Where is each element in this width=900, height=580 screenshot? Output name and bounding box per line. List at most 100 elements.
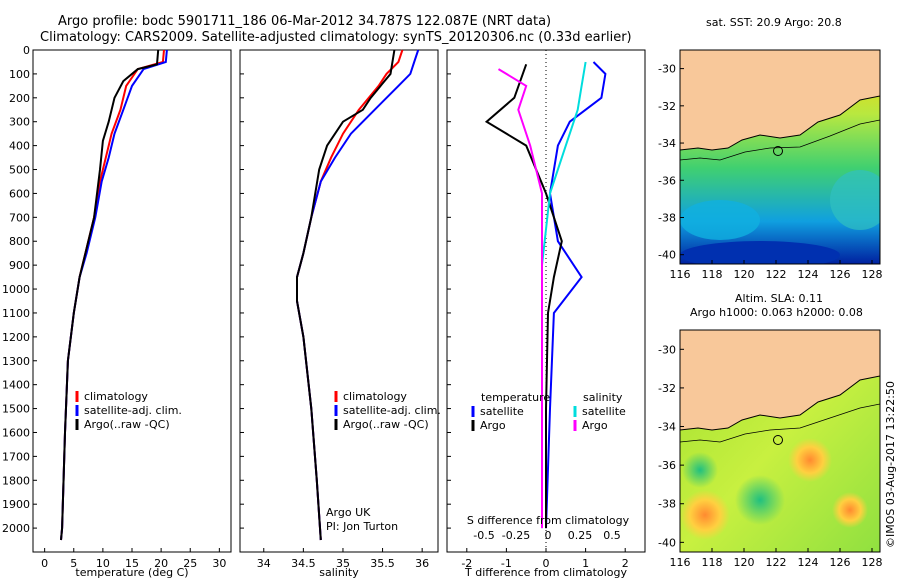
map-y-tick-label: -36 — [658, 459, 676, 472]
y-tick-label: 400 — [9, 140, 30, 153]
coastline — [680, 95, 880, 151]
land-mass — [680, 330, 880, 430]
sst-cold-region — [680, 241, 840, 264]
y-tick-label: 2000 — [2, 522, 30, 535]
map-x-tick-label: 120 — [734, 268, 755, 281]
y-tick-label: 800 — [9, 235, 30, 248]
plot-frame — [239, 49, 439, 553]
series-line — [296, 49, 404, 541]
y-tick-label: 1000 — [2, 283, 30, 296]
sst-mid-region — [830, 170, 880, 230]
x-tick-label: 0 — [41, 557, 48, 570]
map-x-tick-label: 120 — [734, 556, 755, 569]
legend-label: satellite — [480, 405, 524, 418]
x-tick-label: 0 — [543, 557, 550, 570]
top-tick-label: 0.25 — [568, 529, 593, 542]
sla-warm-region — [832, 492, 868, 528]
y-tick-label: 500 — [9, 164, 30, 177]
x-tick-label: 15 — [125, 557, 139, 570]
x-tick-label: 30 — [212, 557, 226, 570]
legend-label: satellite — [582, 405, 626, 418]
map-y-tick-label: -34 — [658, 421, 676, 434]
pi-annotation: PI: Jon Turton — [326, 520, 398, 533]
sla-map-title-line1: Altim. SLA: 0.11 — [735, 292, 824, 305]
legend-label: satellite-adj. clim. — [343, 404, 441, 417]
legend-title: salinity — [583, 391, 623, 404]
y-tick-label: 1500 — [2, 403, 30, 416]
map-x-tick-label: 122 — [766, 268, 787, 281]
legend-label: Argo — [480, 419, 506, 432]
chart-title-line2: Climatology: CARS2009. Satellite-adjuste… — [40, 30, 632, 45]
x-tick-label: 2 — [622, 557, 629, 570]
top-tick-label: -0.25 — [502, 529, 530, 542]
argo-location-marker — [773, 435, 783, 445]
x-tick-label: 25 — [183, 557, 197, 570]
legend-label: climatology — [343, 390, 407, 403]
map-x-tick-label: 128 — [862, 268, 883, 281]
map-x-tick-label: 118 — [702, 556, 723, 569]
legend-title: temperature — [481, 391, 550, 404]
x-tick-label: 34.5 — [291, 557, 316, 570]
map-y-tick-label: -32 — [658, 382, 676, 395]
y-tick-label: 1400 — [2, 379, 30, 392]
map-y-tick-label: -40 — [658, 536, 676, 549]
map-x-tick-label: 126 — [830, 268, 851, 281]
map-y-tick-label: -32 — [658, 100, 676, 113]
top-axis-label: S difference from climatology — [467, 514, 630, 527]
map-axes: 116 118 120 122 124 126 128 -30 -32 -34 -36 -38 -40 1… — [658, 63, 882, 569]
y-tick-label: 0 — [23, 44, 30, 57]
legend-label: climatology — [84, 390, 148, 403]
y-tick-label: 300 — [9, 116, 30, 129]
x-tick-label: 1 — [582, 557, 589, 570]
map-y-tick-label: -38 — [658, 498, 676, 511]
map-x-tick-label: 124 — [798, 556, 819, 569]
argo-location-marker — [773, 146, 783, 156]
top-tick-label: -0.5 — [473, 529, 494, 542]
y-tick-label: 1800 — [2, 474, 30, 487]
legend-label: Argo(..raw -QC) — [343, 418, 429, 431]
series-line — [545, 61, 607, 529]
x-tick-label: 34 — [257, 557, 271, 570]
y-tick-label: 1300 — [2, 355, 30, 368]
map-x-tick-label: 124 — [798, 268, 819, 281]
sla-warm-region — [680, 490, 730, 540]
sla-cool-region — [735, 475, 785, 525]
x-axis-label: temperature (deg C) — [75, 566, 188, 579]
sla-map — [679, 329, 881, 553]
land-mass — [680, 50, 880, 150]
sst-map-title: sat. SST: 20.9 Argo: 20.8 — [706, 16, 842, 29]
copyright-label: ©IMOS 03-Aug-2017 13:22:50 — [884, 381, 897, 548]
map-y-tick-label: -40 — [658, 249, 676, 262]
y-tick-label: 1700 — [2, 450, 30, 463]
x-tick-label: 5 — [70, 557, 77, 570]
sla-warm-region — [788, 438, 832, 482]
y-tick-label: 200 — [9, 92, 30, 105]
x-tick-label: -2 — [461, 557, 472, 570]
map-x-tick-label: 116 — [670, 556, 691, 569]
temperature-panel: 0 5 10 15 20 25 30 temperature (deg C) 0 100 200 30… — [2, 44, 232, 579]
coastline — [680, 375, 880, 431]
legend-label: Argo — [582, 419, 608, 432]
x-tick-label: -1 — [501, 557, 512, 570]
series-line — [484, 63, 563, 529]
y-tick-label: 1600 — [2, 426, 30, 439]
y-tick-label: 700 — [9, 211, 30, 224]
y-tick-label: 1100 — [2, 307, 30, 320]
y-tick-label: 1200 — [2, 331, 30, 344]
map-y-tick-label: -38 — [658, 211, 676, 224]
map-x-tick-label: 122 — [766, 556, 787, 569]
sla-map-title-line2: Argo h1000: 0.063 h2000: 0.08 — [690, 306, 863, 319]
series-line — [497, 68, 543, 529]
sst-cool-region — [680, 200, 760, 240]
map-x-tick-label: 128 — [862, 556, 883, 569]
map-frame — [679, 49, 881, 265]
top-tick-label: 0.5 — [603, 529, 621, 542]
x-tick-label: 36 — [415, 557, 429, 570]
top-tick-label: 0 — [545, 529, 552, 542]
chart-title-line1: Argo profile: bodc 5901711_186 06-Mar-20… — [58, 14, 552, 29]
map-x-tick-label: 118 — [702, 268, 723, 281]
map-y-tick-label: -34 — [658, 137, 676, 150]
x-tick-label: 35.5 — [370, 557, 395, 570]
map-y-tick-label: -30 — [658, 63, 676, 76]
